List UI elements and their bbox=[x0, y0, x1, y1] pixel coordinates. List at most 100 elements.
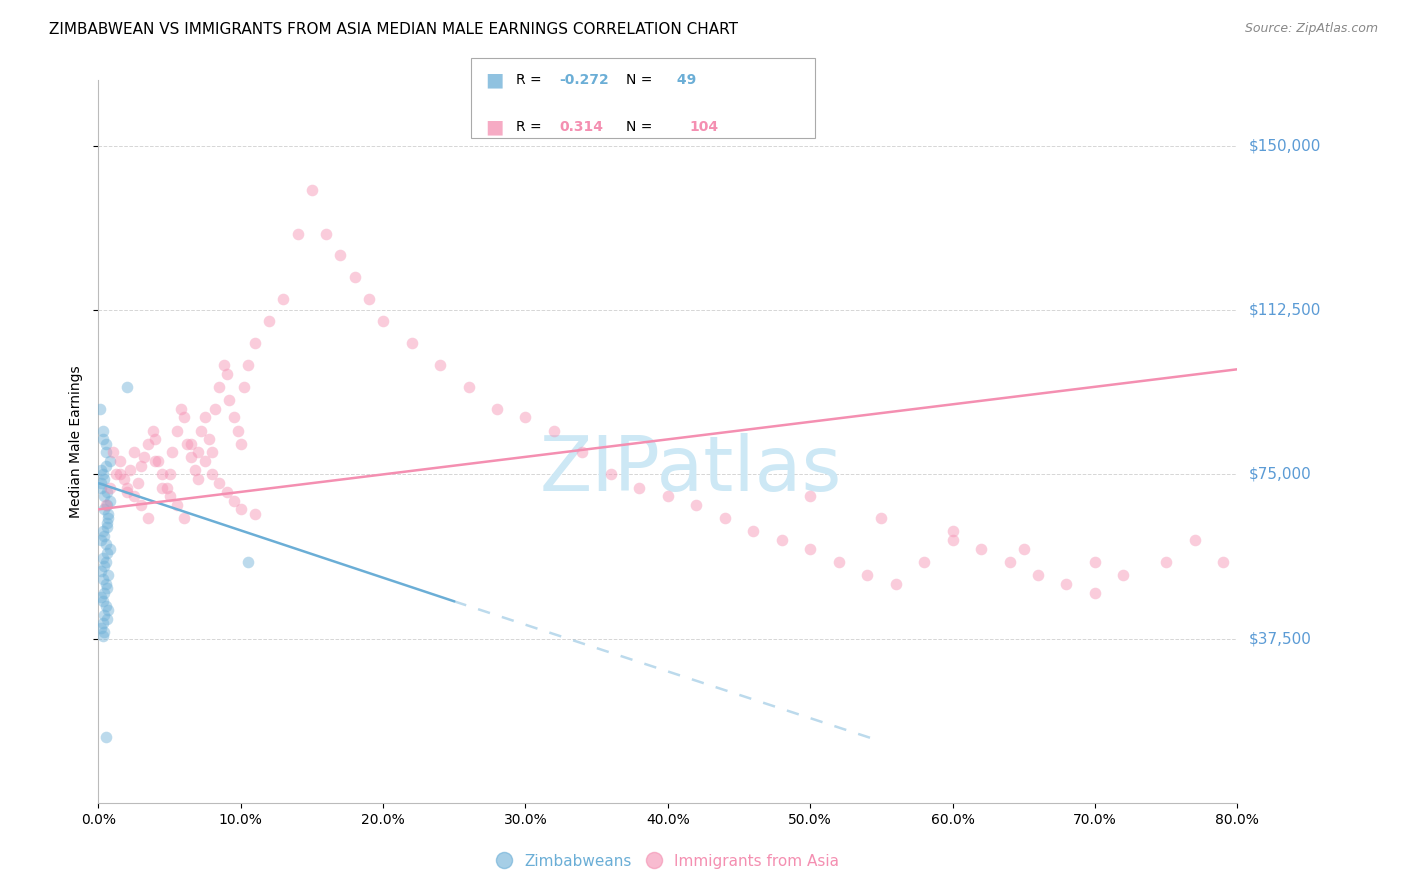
Point bbox=[1112, 568, 1135, 582]
Point bbox=[91, 524, 114, 539]
Point bbox=[657, 489, 679, 503]
Point bbox=[91, 467, 114, 482]
Point bbox=[208, 476, 231, 491]
Point bbox=[176, 436, 198, 450]
Point bbox=[486, 401, 509, 416]
Point bbox=[1012, 541, 1035, 556]
Point bbox=[90, 533, 112, 547]
Point bbox=[1084, 585, 1107, 599]
Point bbox=[315, 227, 337, 241]
Point bbox=[90, 621, 112, 635]
Point bbox=[799, 489, 821, 503]
Point bbox=[98, 541, 121, 556]
Point bbox=[429, 358, 451, 372]
Point bbox=[94, 730, 117, 744]
Point bbox=[170, 401, 193, 416]
Text: R =: R = bbox=[516, 120, 550, 134]
Point bbox=[91, 629, 114, 643]
Point bbox=[204, 401, 226, 416]
Point bbox=[329, 248, 352, 262]
Point bbox=[714, 511, 737, 525]
Text: $75,000: $75,000 bbox=[1249, 467, 1312, 482]
Point bbox=[118, 463, 141, 477]
Point bbox=[201, 467, 224, 482]
Point bbox=[104, 467, 127, 482]
Point bbox=[101, 445, 124, 459]
Point bbox=[173, 410, 195, 425]
Point bbox=[218, 392, 240, 407]
Point bbox=[942, 524, 965, 539]
Point bbox=[96, 484, 118, 499]
Point bbox=[156, 481, 179, 495]
Point bbox=[194, 410, 217, 425]
Point bbox=[770, 533, 793, 547]
Point bbox=[129, 498, 152, 512]
Point bbox=[94, 537, 117, 551]
Point bbox=[600, 467, 623, 482]
Point bbox=[98, 481, 121, 495]
Point bbox=[215, 367, 238, 381]
Point bbox=[94, 599, 117, 613]
Point bbox=[115, 481, 138, 495]
Point bbox=[884, 577, 907, 591]
Point bbox=[373, 314, 395, 328]
Point bbox=[742, 524, 765, 539]
Point bbox=[91, 433, 114, 447]
Text: Source: ZipAtlas.com: Source: ZipAtlas.com bbox=[1244, 22, 1378, 36]
Point bbox=[97, 568, 120, 582]
Point bbox=[91, 424, 114, 438]
Point bbox=[122, 445, 145, 459]
Point bbox=[93, 489, 115, 503]
Point bbox=[90, 476, 112, 491]
Point bbox=[93, 529, 115, 543]
Point bbox=[148, 454, 170, 468]
Point bbox=[136, 436, 159, 450]
Point bbox=[187, 445, 209, 459]
Point bbox=[232, 380, 254, 394]
Text: $112,500: $112,500 bbox=[1249, 302, 1320, 318]
Text: N =: N = bbox=[626, 120, 657, 134]
Point bbox=[1212, 555, 1234, 569]
Point bbox=[94, 436, 117, 450]
Text: -0.272: -0.272 bbox=[560, 73, 609, 87]
Point bbox=[912, 555, 935, 569]
Point bbox=[212, 358, 235, 372]
Point bbox=[194, 454, 217, 468]
Point bbox=[799, 541, 821, 556]
Point bbox=[222, 493, 245, 508]
Text: R =: R = bbox=[516, 73, 546, 87]
Point bbox=[226, 424, 249, 438]
Point bbox=[122, 489, 145, 503]
Point bbox=[1184, 533, 1206, 547]
Point bbox=[870, 511, 893, 525]
Point bbox=[357, 292, 380, 306]
Point bbox=[201, 445, 224, 459]
Text: N =: N = bbox=[626, 73, 657, 87]
Point bbox=[132, 450, 155, 464]
Point bbox=[184, 463, 207, 477]
Y-axis label: Median Male Earnings: Median Male Earnings bbox=[69, 365, 83, 518]
Point bbox=[96, 498, 118, 512]
Point bbox=[112, 472, 135, 486]
Point bbox=[108, 454, 131, 468]
Point bbox=[856, 568, 879, 582]
Point bbox=[198, 433, 221, 447]
Point bbox=[543, 424, 565, 438]
Point bbox=[97, 603, 120, 617]
Point bbox=[942, 533, 965, 547]
Point bbox=[222, 410, 245, 425]
Point bbox=[90, 590, 112, 604]
Point bbox=[173, 511, 195, 525]
Point bbox=[515, 410, 537, 425]
Point bbox=[96, 516, 118, 530]
Point bbox=[93, 607, 115, 622]
Point bbox=[628, 481, 651, 495]
Point bbox=[94, 498, 117, 512]
Point bbox=[166, 424, 188, 438]
Point bbox=[115, 484, 138, 499]
Point bbox=[229, 502, 252, 516]
Point bbox=[98, 454, 121, 468]
Point bbox=[685, 498, 707, 512]
Point bbox=[90, 564, 112, 578]
Text: $150,000: $150,000 bbox=[1249, 138, 1320, 153]
